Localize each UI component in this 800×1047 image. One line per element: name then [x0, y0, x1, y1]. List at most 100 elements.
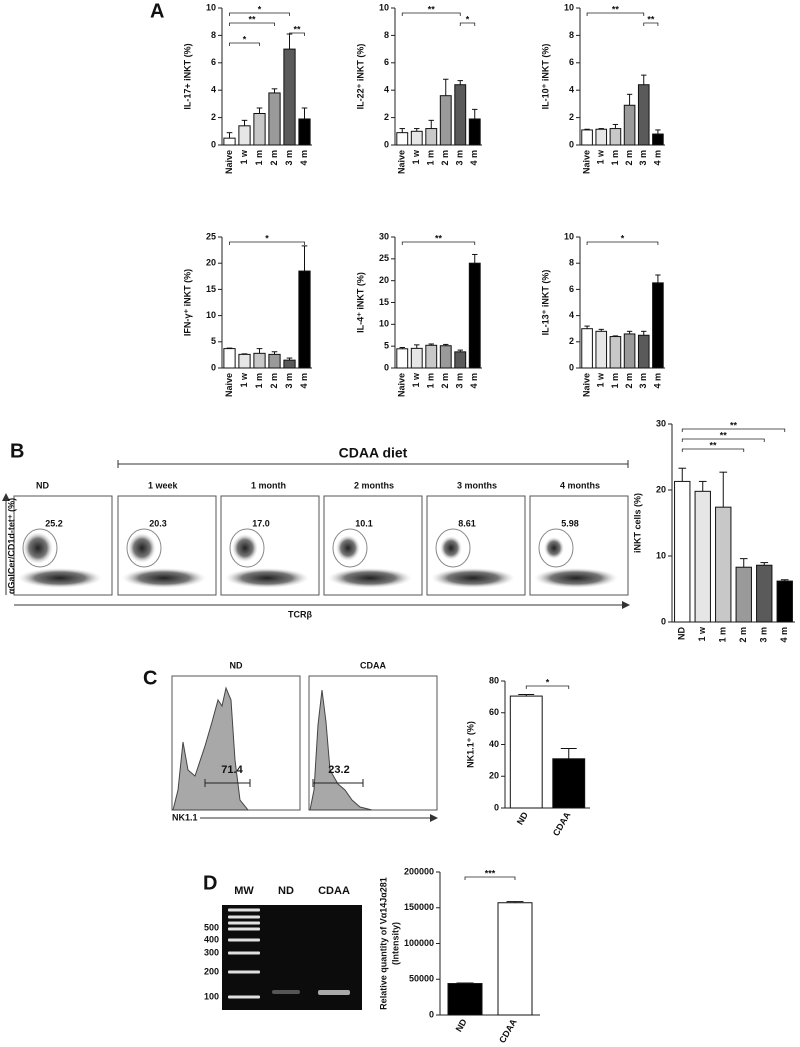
ladder-band — [228, 915, 260, 919]
histogram — [309, 689, 373, 811]
x-tick-label: 4 m — [469, 150, 479, 166]
y-axis-label: iNKT cells (%) — [632, 493, 642, 553]
significance-label: ** — [730, 420, 738, 430]
y-tick-label: 2 — [569, 336, 574, 346]
y-axis-label: IL-13⁺ iNKT (%) — [540, 270, 550, 336]
plot-label: 2 months — [354, 480, 394, 490]
significance-label: * — [243, 34, 247, 44]
y-tick-label: 20 — [656, 484, 666, 494]
y-tick-label: 50000 — [409, 974, 434, 984]
bar — [674, 480, 691, 623]
x-tick-label: 3 m — [638, 150, 648, 166]
bar — [595, 330, 608, 369]
ladder-label: 200 — [204, 966, 219, 976]
bar — [715, 506, 732, 623]
ladder-band — [228, 951, 260, 955]
gate-value: 23.2 — [328, 764, 349, 776]
y-tick-label: 2 — [384, 112, 389, 122]
y-axis-label: IL-10⁺ iNKT (%) — [540, 44, 550, 110]
plot-label: 1 month — [251, 480, 286, 490]
bar — [609, 336, 622, 369]
y-tick-label: 0 — [211, 139, 216, 149]
gate-value: 8.61 — [458, 518, 476, 528]
y-tick-label: 15 — [206, 284, 216, 294]
panel-label: D — [203, 872, 217, 894]
gate-value: 5.98 — [561, 518, 579, 528]
y-tick-label: 6 — [211, 57, 216, 67]
bar — [581, 129, 593, 146]
x-tick-label: 1 m — [610, 373, 620, 389]
y-axis-label: αGalCer/CD1d-tet⁺ (%) — [6, 498, 16, 594]
ladder-band — [228, 938, 260, 942]
x-tick-label: Naive — [224, 373, 234, 397]
bar — [652, 133, 664, 146]
bar — [609, 128, 622, 146]
bar — [454, 351, 467, 369]
histogram-label: CDAA — [360, 660, 386, 670]
y-tick-label: 25 — [379, 253, 389, 263]
x-axis-label: NK1.1 — [172, 812, 198, 822]
gate-value: 20.3 — [149, 518, 167, 528]
panel-label: C — [143, 667, 157, 689]
significance-bracket — [289, 32, 305, 36]
significance-bracket — [229, 42, 260, 46]
cell-population — [23, 532, 53, 564]
significance-bracket — [464, 876, 516, 880]
x-tick-label: 1 w — [596, 149, 606, 165]
y-tick-label: 0 — [569, 139, 574, 149]
significance-bracket — [681, 448, 745, 452]
y-tick-label: 0 — [211, 362, 216, 372]
y-tick-label: 100000 — [404, 938, 434, 948]
bar — [439, 345, 452, 369]
plot-label: 1 week — [148, 480, 179, 490]
y-tick-label: 8 — [569, 258, 574, 268]
ladder-band — [228, 927, 260, 931]
x-tick-label: 3 m — [284, 150, 294, 166]
y-tick-label: 40 — [489, 739, 499, 749]
x-tick-label: 1 m — [426, 373, 436, 389]
bar — [447, 983, 483, 1016]
y-tick-label: 8 — [384, 30, 389, 40]
ladder-label: 100 — [204, 991, 219, 1001]
y-tick-label: 20 — [489, 771, 499, 781]
x-tick-label: 4 m — [652, 373, 662, 389]
x-tick-label: 2 m — [738, 627, 748, 643]
lane-label: ND — [278, 885, 294, 897]
y-tick-label: 200000 — [404, 866, 434, 876]
y-tick-label: 0 — [661, 616, 666, 626]
y-tick-label: 5 — [384, 341, 389, 351]
x-tick-label: 3 m — [455, 150, 465, 166]
x-tick-label: 1 m — [254, 150, 264, 166]
bar — [410, 130, 423, 146]
bar — [425, 344, 438, 369]
bar — [776, 580, 793, 623]
y-tick-label: 10 — [656, 550, 666, 560]
cell-population — [336, 535, 360, 561]
x-tick-label: 3 m — [284, 373, 294, 389]
cell-population — [225, 568, 309, 588]
y-tick-label: 10 — [206, 310, 216, 320]
significance-label: *** — [485, 868, 496, 878]
gate-value: 25.2 — [45, 518, 63, 528]
histogram — [172, 686, 250, 811]
y-tick-label: 8 — [211, 30, 216, 40]
x-tick-label: ND — [515, 810, 530, 827]
significance-bracket — [229, 22, 275, 26]
y-tick-label: 10 — [206, 2, 216, 12]
bar — [581, 328, 593, 369]
bar — [623, 333, 636, 369]
x-tick-label: 1 w — [411, 149, 421, 165]
cell-population — [122, 568, 206, 588]
y-tick-label: 4 — [569, 310, 574, 320]
bar — [223, 137, 236, 146]
y-tick-label: 10 — [379, 319, 389, 329]
bar — [735, 566, 752, 623]
significance-label: * — [621, 233, 625, 243]
plot-label: 3 months — [457, 480, 497, 490]
x-tick-label: 4 m — [779, 627, 789, 643]
significance-label: ** — [612, 4, 620, 14]
significance-label: * — [258, 4, 262, 14]
significance-label: ** — [709, 440, 717, 450]
bar — [468, 118, 481, 146]
ladder-band — [228, 908, 260, 912]
